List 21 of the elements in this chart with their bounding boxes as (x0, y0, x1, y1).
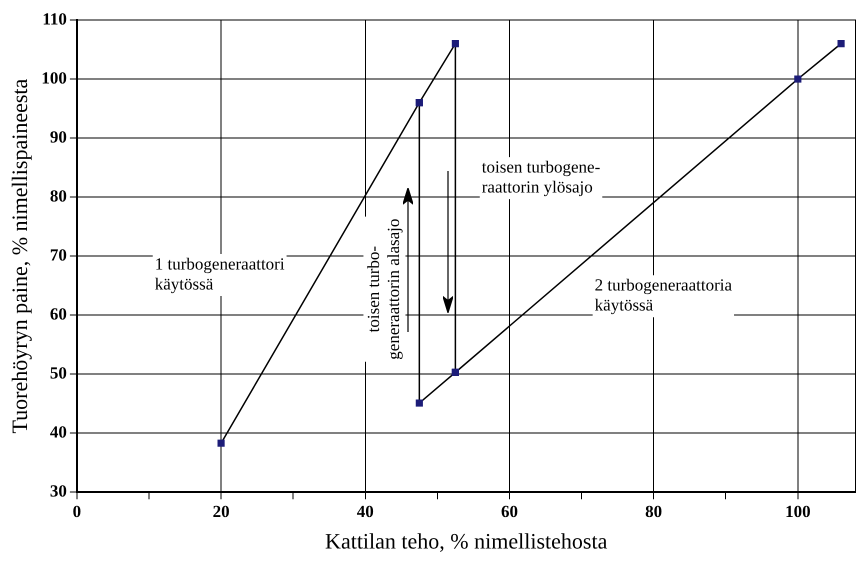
y-tick-label: 60 (50, 304, 67, 324)
y-tick-label: 30 (50, 482, 67, 501)
y-tick-label: 70 (50, 245, 67, 264)
y-tick-label: 80 (50, 186, 67, 206)
annotation: 2 turbogeneraattoria käytössä (594, 276, 732, 315)
y-tick-label: 50 (50, 364, 67, 383)
y-axis-title: Tuorehöyryn paine, % nimellispaineesta (6, 78, 32, 434)
x-tick-label: 40 (356, 502, 374, 521)
y-tick-label: 110 (42, 9, 67, 28)
y-tick-label: 100 (41, 68, 67, 88)
x-tick-label: 0 (72, 502, 82, 521)
y-tick-label: 40 (50, 422, 67, 442)
x-tick-label: 20 (212, 502, 230, 521)
x-axis-title: Kattilan teho, % nimellistehosta (325, 528, 608, 554)
y-tick-label: 90 (50, 127, 67, 146)
x-tick-label: 100 (785, 502, 811, 521)
annotation: 1 turbogeneraattori käytössä (154, 254, 285, 294)
x-tick-label: 60 (500, 502, 518, 521)
annotation: toisen turbogene- raattorin ylösajo (482, 158, 601, 197)
annotation: toisen turbo- generaattorin alasajo (364, 218, 403, 360)
x-tick-label: 80 (645, 502, 662, 521)
